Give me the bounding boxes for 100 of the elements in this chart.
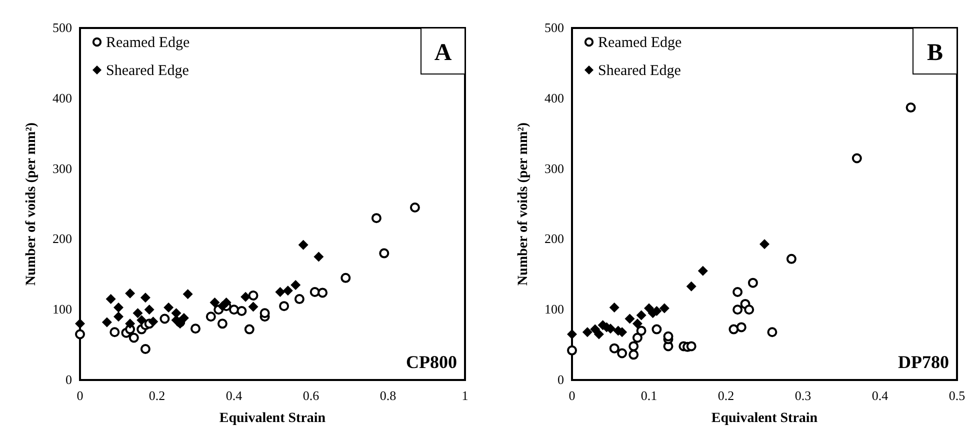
point (686, 341, 696, 352)
y-tick-label: 100 (52, 302, 72, 317)
point (594, 329, 604, 340)
point (736, 322, 746, 332)
point (144, 304, 154, 315)
x-tick-label: 0.1 (640, 388, 658, 403)
point (125, 288, 136, 298)
point (140, 344, 150, 354)
point (106, 294, 116, 304)
point (760, 239, 770, 250)
point (744, 304, 754, 315)
point (244, 324, 254, 334)
point (748, 278, 758, 288)
x-tick-label: 0.2 (718, 388, 734, 403)
point (590, 324, 600, 334)
point (636, 310, 646, 320)
point (582, 327, 592, 338)
point (906, 102, 916, 113)
y-tick-label: 0 (66, 372, 72, 387)
annotation: DP780 (898, 352, 949, 372)
annotation: A (434, 40, 452, 66)
point (136, 315, 147, 326)
point (340, 272, 351, 283)
point (279, 301, 290, 312)
point (275, 287, 286, 297)
point (248, 290, 258, 301)
point (628, 341, 639, 352)
y-tick-label: 100 (544, 302, 564, 317)
point (114, 312, 124, 322)
point (125, 318, 136, 329)
legend-label: Reamed Edge (106, 35, 190, 51)
point (282, 286, 293, 296)
x-tick-label: 1 (462, 388, 468, 403)
x-tick-label: 0.8 (380, 388, 396, 403)
point (128, 332, 139, 343)
x-tick-label: 0.3 (794, 388, 812, 403)
legend-label: Sheared Edge (106, 63, 190, 79)
point (652, 324, 662, 334)
legend-label: Reamed Edge (598, 35, 682, 51)
x-tick-label: 0.6 (302, 388, 320, 403)
point (609, 343, 620, 354)
x-tick-label: 0.2 (148, 388, 166, 403)
legend-label: Sheared Edge (598, 63, 682, 79)
x-tick-label: 0.5 (948, 388, 966, 403)
point (164, 302, 174, 312)
point (567, 345, 577, 356)
point (310, 287, 320, 297)
point (206, 312, 216, 322)
point (379, 248, 390, 258)
point (632, 332, 642, 343)
point (102, 317, 112, 328)
point (210, 298, 220, 308)
point (786, 254, 796, 264)
y-axis-title: Number of voids (per mm²) (516, 122, 531, 286)
point (110, 327, 120, 338)
y-tick-label: 200 (52, 231, 72, 246)
x-tick-label: 0.4 (226, 388, 243, 403)
y-tick-label: 200 (544, 231, 564, 246)
x-tick-label: 0 (568, 388, 576, 403)
point (236, 306, 247, 316)
point (290, 280, 301, 290)
point (148, 316, 158, 327)
point (240, 292, 251, 302)
point (698, 266, 708, 276)
point (260, 308, 270, 318)
point (171, 308, 182, 318)
point (160, 314, 170, 324)
point (732, 304, 743, 315)
point (229, 304, 239, 315)
point (728, 324, 739, 334)
y-tick-label: 500 (52, 20, 72, 35)
point (659, 303, 670, 314)
point (140, 292, 150, 303)
point (628, 350, 639, 360)
y-tick-label: 0 (558, 372, 564, 387)
y-tick-label: 500 (544, 20, 564, 35)
annotation: B (926, 40, 944, 66)
y-tick-label: 300 (52, 160, 72, 176)
x-tick-label: 0 (76, 388, 84, 403)
point (371, 213, 382, 224)
point (624, 314, 635, 324)
point (567, 329, 577, 340)
annotation: CP800 (406, 352, 457, 372)
point (178, 313, 189, 324)
y-tick-label: 300 (544, 160, 564, 176)
x-tick-label: 0.4 (872, 388, 889, 403)
point (318, 288, 328, 298)
point (636, 326, 646, 336)
point (732, 287, 743, 297)
point (182, 289, 193, 300)
x-axis-title: Equivalent Strain (219, 411, 326, 426)
point (114, 302, 124, 312)
point (217, 318, 228, 329)
x-axis-title: Equivalent Strain (711, 411, 818, 426)
point (767, 327, 778, 338)
point (686, 281, 696, 292)
point (190, 324, 200, 334)
point (248, 302, 258, 312)
point (294, 294, 304, 304)
point (298, 240, 308, 250)
